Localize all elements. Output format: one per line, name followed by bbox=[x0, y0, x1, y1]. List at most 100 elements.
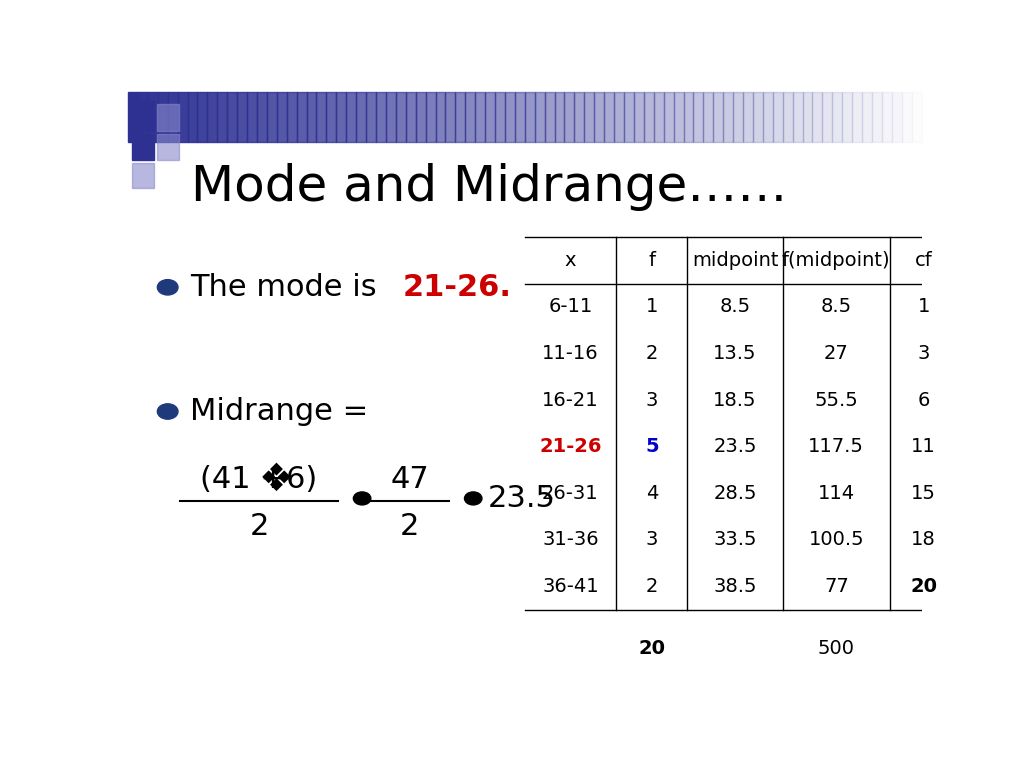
Text: 16-21: 16-21 bbox=[542, 391, 599, 409]
Text: Mode and Midrange……: Mode and Midrange…… bbox=[191, 163, 787, 211]
Bar bbox=[367, 92, 376, 142]
Text: 4: 4 bbox=[645, 484, 658, 503]
Bar bbox=[852, 92, 862, 142]
Text: 11: 11 bbox=[911, 437, 936, 456]
Text: 23.5: 23.5 bbox=[487, 484, 555, 513]
Bar bbox=[157, 134, 179, 161]
Text: 77: 77 bbox=[824, 577, 849, 596]
Bar bbox=[812, 92, 822, 142]
Bar bbox=[624, 92, 634, 142]
Bar bbox=[336, 92, 346, 142]
Text: 21-26.: 21-26. bbox=[402, 273, 512, 302]
Text: x: x bbox=[564, 251, 577, 270]
Bar bbox=[743, 92, 753, 142]
Text: 2: 2 bbox=[645, 344, 658, 363]
Bar bbox=[714, 92, 723, 142]
Bar bbox=[445, 92, 456, 142]
Text: 20: 20 bbox=[638, 638, 666, 657]
Bar bbox=[882, 92, 892, 142]
Bar bbox=[247, 92, 257, 142]
Bar bbox=[674, 92, 684, 142]
Bar bbox=[406, 92, 416, 142]
Bar bbox=[505, 92, 515, 142]
Text: 6: 6 bbox=[918, 391, 930, 409]
Bar bbox=[386, 92, 396, 142]
Bar bbox=[723, 92, 733, 142]
Text: ❖: ❖ bbox=[259, 461, 294, 498]
Bar bbox=[594, 92, 604, 142]
Bar bbox=[132, 134, 155, 161]
Text: f: f bbox=[648, 251, 655, 270]
Bar bbox=[456, 92, 465, 142]
Text: 2: 2 bbox=[645, 577, 658, 596]
Text: 3: 3 bbox=[645, 391, 658, 409]
Bar bbox=[555, 92, 564, 142]
Bar bbox=[238, 92, 247, 142]
Bar bbox=[664, 92, 674, 142]
Bar bbox=[138, 92, 147, 142]
Bar bbox=[316, 92, 327, 142]
Text: 21-26: 21-26 bbox=[540, 437, 602, 456]
Bar bbox=[773, 92, 782, 142]
Bar bbox=[475, 92, 485, 142]
Bar bbox=[524, 92, 535, 142]
Bar bbox=[515, 92, 524, 142]
Text: 26-31: 26-31 bbox=[542, 484, 599, 503]
Bar bbox=[833, 92, 842, 142]
Bar bbox=[435, 92, 445, 142]
Text: 1: 1 bbox=[645, 297, 658, 316]
Bar bbox=[426, 92, 435, 142]
Bar bbox=[396, 92, 406, 142]
Bar bbox=[753, 92, 763, 142]
Text: 36-41: 36-41 bbox=[542, 577, 599, 596]
Text: 117.5: 117.5 bbox=[808, 437, 864, 456]
Text: 8.5: 8.5 bbox=[720, 297, 751, 316]
Bar bbox=[634, 92, 644, 142]
Bar bbox=[782, 92, 793, 142]
Bar bbox=[763, 92, 773, 142]
Bar bbox=[911, 92, 922, 142]
Circle shape bbox=[465, 492, 482, 505]
Bar bbox=[346, 92, 356, 142]
Text: 500: 500 bbox=[818, 638, 855, 657]
Bar bbox=[306, 92, 316, 142]
Bar bbox=[862, 92, 872, 142]
Bar bbox=[177, 92, 187, 142]
Text: midpoint: midpoint bbox=[692, 251, 778, 270]
Bar bbox=[793, 92, 803, 142]
Bar bbox=[147, 92, 158, 142]
Text: 18.5: 18.5 bbox=[714, 391, 757, 409]
Bar bbox=[267, 92, 276, 142]
Text: 6-11: 6-11 bbox=[548, 297, 593, 316]
Bar bbox=[257, 92, 267, 142]
Bar bbox=[564, 92, 574, 142]
Bar bbox=[287, 92, 297, 142]
Bar bbox=[207, 92, 217, 142]
Text: 5: 5 bbox=[645, 437, 658, 456]
Bar bbox=[168, 92, 177, 142]
Bar bbox=[356, 92, 367, 142]
Bar bbox=[604, 92, 614, 142]
Text: (41 +6): (41 +6) bbox=[201, 465, 317, 494]
Text: f(midpoint): f(midpoint) bbox=[782, 251, 891, 270]
Text: The mode is: The mode is bbox=[189, 273, 386, 302]
Text: 1: 1 bbox=[918, 297, 930, 316]
Bar bbox=[158, 92, 168, 142]
Bar bbox=[644, 92, 653, 142]
Bar bbox=[902, 92, 911, 142]
Text: 23.5: 23.5 bbox=[714, 437, 757, 456]
Bar bbox=[495, 92, 505, 142]
Text: 3: 3 bbox=[645, 530, 658, 549]
Text: 33.5: 33.5 bbox=[714, 530, 757, 549]
Bar bbox=[157, 104, 179, 131]
Bar bbox=[187, 92, 198, 142]
Text: 13.5: 13.5 bbox=[714, 344, 757, 363]
Bar bbox=[132, 163, 155, 188]
Text: 55.5: 55.5 bbox=[814, 391, 858, 409]
Bar bbox=[485, 92, 495, 142]
Bar bbox=[693, 92, 703, 142]
Text: 31-36: 31-36 bbox=[542, 530, 599, 549]
Text: 28.5: 28.5 bbox=[714, 484, 757, 503]
Bar bbox=[803, 92, 812, 142]
Text: cf: cf bbox=[914, 251, 933, 270]
